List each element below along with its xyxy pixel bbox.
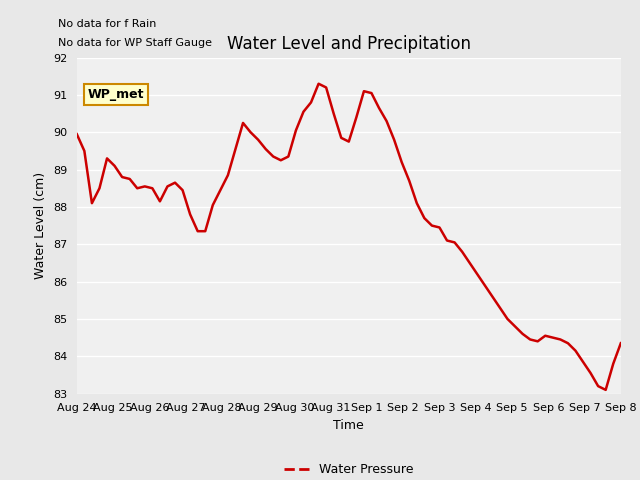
Text: WP_met: WP_met bbox=[88, 88, 144, 101]
Title: Water Level and Precipitation: Water Level and Precipitation bbox=[227, 35, 471, 53]
Text: No data for f Rain: No data for f Rain bbox=[58, 19, 156, 29]
Y-axis label: Water Level (cm): Water Level (cm) bbox=[35, 172, 47, 279]
Text: No data for WP Staff Gauge: No data for WP Staff Gauge bbox=[58, 38, 212, 48]
X-axis label: Time: Time bbox=[333, 419, 364, 432]
Legend: Water Pressure: Water Pressure bbox=[279, 458, 419, 480]
